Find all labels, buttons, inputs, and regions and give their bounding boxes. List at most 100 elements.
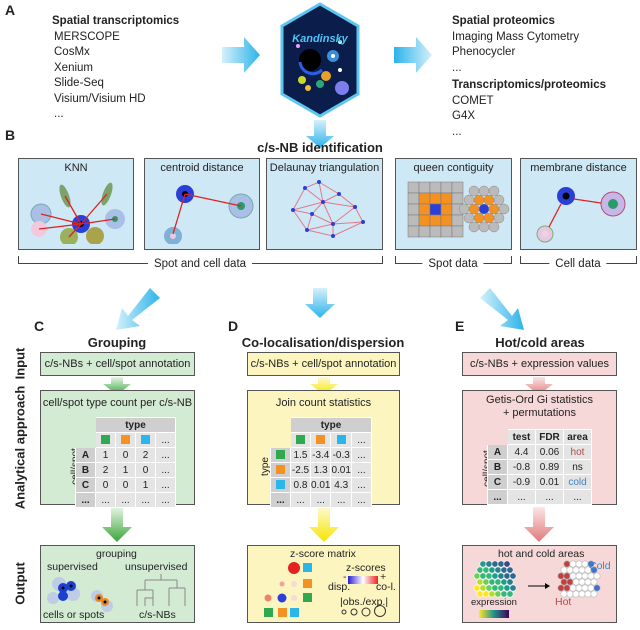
table-cell: ... bbox=[350, 492, 372, 508]
arrow-yellow-1-icon bbox=[310, 377, 338, 395]
table-row: B -0.8 0.89 ns bbox=[487, 459, 592, 475]
table-cell: -0.8 bbox=[507, 459, 536, 475]
list-item: Xenium bbox=[54, 61, 93, 74]
expression-spot bbox=[503, 572, 511, 580]
table-cell bbox=[95, 432, 116, 448]
arrow-pink-2-icon bbox=[524, 507, 554, 542]
table-cell: B bbox=[487, 459, 508, 475]
grid-spot bbox=[418, 225, 431, 238]
hotcold-spot bbox=[575, 560, 583, 568]
expression-spot bbox=[488, 566, 496, 574]
expression-spot bbox=[479, 572, 487, 580]
approach-d: Join count statistics type type... 1.5 -3.… bbox=[247, 390, 400, 508]
grid-spot bbox=[407, 214, 420, 227]
table-cell: 1.5 bbox=[290, 447, 311, 463]
hotcold-spot bbox=[557, 572, 565, 580]
expression-spot bbox=[491, 572, 499, 580]
expression-spot bbox=[476, 566, 484, 574]
list-item: ... bbox=[54, 108, 64, 120]
hotcold-spot bbox=[557, 584, 565, 592]
method-title: Delaunay triangulation bbox=[269, 162, 380, 174]
expression-spot bbox=[491, 560, 499, 568]
hex-spot bbox=[483, 212, 495, 224]
table-cell: 1 bbox=[135, 477, 156, 493]
color-swatch-icon bbox=[336, 435, 346, 445]
method-queen-contiguity: queen contiguity bbox=[395, 158, 512, 250]
table-cell: -3.4 bbox=[309, 447, 332, 463]
table-cell: -0.3 bbox=[330, 447, 352, 463]
table-cell: ... bbox=[350, 447, 372, 463]
table-cell: 1.3 bbox=[309, 462, 332, 478]
expression-spot bbox=[494, 578, 502, 586]
expression-spot bbox=[479, 584, 487, 592]
table-row: ............... bbox=[75, 492, 176, 508]
table-cell: 0 bbox=[135, 462, 156, 478]
panel-label-b: B bbox=[5, 127, 16, 143]
list-item: Phenocycler bbox=[452, 46, 516, 58]
hex-spot bbox=[473, 212, 485, 224]
hex-spot bbox=[493, 194, 505, 206]
approach-title: Join count statistics bbox=[275, 397, 372, 409]
centroid-illustration bbox=[164, 185, 254, 245]
grid-spot bbox=[418, 214, 431, 227]
table-cell bbox=[271, 418, 291, 433]
table-cell: cold bbox=[563, 474, 592, 490]
cells-label: cells or spots bbox=[43, 609, 105, 621]
table-cell: 0 bbox=[95, 477, 116, 493]
grid-spot bbox=[429, 203, 442, 216]
table-cell: area bbox=[563, 429, 592, 445]
kandinsky-logo: Kandinsky bbox=[280, 2, 360, 118]
expression-colorbar bbox=[479, 610, 509, 618]
method-centroid-distance: centroid distance bbox=[144, 158, 260, 250]
list-title-2: Transcriptomics/proteomics bbox=[452, 79, 607, 91]
table-cell: 0.01 bbox=[330, 462, 352, 478]
hex-spot bbox=[488, 185, 500, 197]
grid-spot bbox=[407, 192, 420, 205]
arrow-icon bbox=[545, 583, 550, 589]
table-cell: FDR bbox=[535, 429, 564, 445]
expression-spot bbox=[488, 578, 496, 586]
hotcold-spot bbox=[587, 572, 595, 580]
table-cell: 2 bbox=[135, 447, 156, 463]
grid-spot bbox=[451, 192, 464, 205]
table-cell: ... bbox=[507, 489, 536, 505]
panel-label-e: E bbox=[455, 318, 465, 334]
color-swatch-icon bbox=[296, 435, 305, 445]
table-cell: ... bbox=[350, 462, 372, 478]
table-cell: 0 bbox=[115, 477, 136, 493]
table-header-row: type bbox=[271, 417, 372, 433]
table-cell bbox=[488, 430, 508, 445]
hotcold-spot bbox=[587, 584, 595, 592]
output-title: grouping bbox=[96, 548, 137, 560]
table-cell: 0.01 bbox=[309, 477, 332, 493]
table-cell: ... bbox=[330, 492, 352, 508]
list-item: ... bbox=[452, 61, 462, 74]
table-cell: C bbox=[75, 477, 96, 493]
table-cell: B bbox=[75, 462, 96, 478]
table-row: 1.5 -3.4 -0.3... bbox=[270, 447, 372, 463]
table-row: -2.5 1.3 0.01... bbox=[270, 462, 372, 478]
arrow-diag-right-icon bbox=[480, 288, 524, 330]
table-cell bbox=[76, 433, 96, 448]
method-title: queen contiguity bbox=[413, 162, 494, 174]
nbs-label: c/s-NBs bbox=[139, 609, 176, 621]
table-cell: 4.3 bbox=[330, 477, 352, 493]
grid-spot bbox=[407, 203, 420, 216]
list-title: Spatial transcriptomics bbox=[52, 15, 180, 27]
color-swatch-icon bbox=[101, 435, 110, 445]
group-spot-data: Spot data bbox=[422, 258, 484, 270]
hotcold-spot bbox=[572, 590, 580, 598]
table-cell bbox=[309, 432, 332, 448]
table-cell bbox=[271, 433, 291, 448]
table-cell: 0.89 bbox=[535, 459, 564, 475]
queen-illustration bbox=[407, 181, 510, 238]
arrow-down-icon bbox=[306, 120, 334, 148]
list-item: G4X bbox=[452, 110, 476, 122]
table-cell: -0.9 bbox=[507, 474, 536, 490]
table-header-row: type bbox=[76, 417, 176, 433]
grid-spot bbox=[451, 225, 464, 238]
arrow-green-1-icon bbox=[103, 377, 131, 395]
hotcold-spot bbox=[593, 572, 601, 580]
input-c: c/s-NBs + cell/spot annotation bbox=[40, 352, 195, 376]
row-label-output: Output bbox=[12, 562, 28, 605]
